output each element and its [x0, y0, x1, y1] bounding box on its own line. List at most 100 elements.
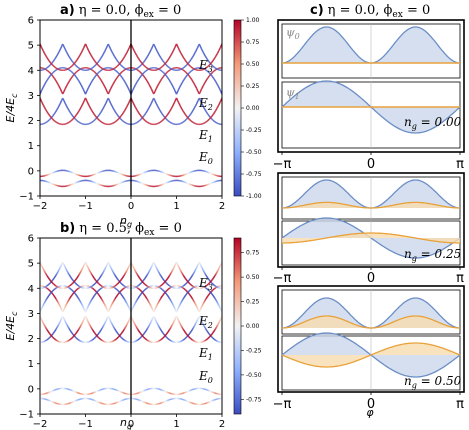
phi-tick-label: 0 [367, 271, 375, 286]
energy-level-curve [40, 67, 222, 95]
y-tick-label: −1 [19, 192, 34, 203]
colorbar-tick-label: 0.50 [246, 274, 260, 281]
y-tick-label: 4 [28, 66, 34, 77]
colorbar-tick-label: -0.25 [246, 127, 262, 134]
x-tick-label: 0 [128, 419, 134, 430]
panel-b-ylabel: E/4Ec [4, 311, 19, 341]
energy-level-curve [40, 261, 222, 290]
psi0-imag-ng025-line [282, 201, 460, 209]
phi-tick-label: π [456, 157, 464, 172]
ng-label-025: ng = 0.25 [404, 247, 461, 263]
colorbar-tick-label: -1.00 [246, 193, 262, 200]
panel-a-colorbar-ticks: 1.00 0.75 0.50 0.25 0.00 -0.25 -0.50 -0.75 -1.00 [241, 17, 262, 200]
y-tick-label: 3 [28, 309, 34, 320]
panel-a-label-E3: E3 [198, 58, 213, 74]
psi0-imag-ng050-area [282, 316, 460, 328]
panel-b-label-E3: E3 [198, 276, 213, 292]
energy-level-curve [40, 169, 222, 178]
colorbar-tick-label: 0.75 [246, 39, 260, 46]
y-tick-label: 2 [28, 334, 34, 345]
colorbar-tick-label: 0.75 [246, 250, 260, 257]
panel-a-letter: a) [60, 3, 75, 18]
panel-b-title: b) η = 0.5, ϕex = 0 [60, 221, 182, 238]
psi0-imag-ng050-line [282, 315, 460, 329]
y-tick-label: 1 [28, 141, 34, 152]
energy-level-curve [40, 387, 222, 396]
energy-level-curve [40, 67, 222, 95]
ng-label-0: ng = 0.00 [404, 115, 462, 131]
phi-tick-label: −π [273, 271, 292, 286]
y-tick-label: −1 [19, 410, 34, 421]
panel-c-phi-ticks: −π 0 π −π 0 π −π 0 π [273, 152, 464, 412]
psi0-real-ng025-area [282, 180, 460, 208]
panel-c-xlabel: φ [366, 406, 374, 419]
panel-a-label-E1: E1 [198, 128, 213, 144]
colorbar-tick-label: 0.50 [246, 61, 260, 68]
psi0-imag-ng025-area [282, 202, 460, 208]
y-tick-label: 1 [28, 359, 34, 370]
phi-tick-label: 0 [367, 157, 375, 172]
x-tick-label: −2 [33, 419, 48, 430]
y-tick-label: 4 [28, 284, 34, 295]
panel-a-label-E2: E2 [198, 96, 213, 112]
y-tick-label: 6 [28, 16, 34, 27]
x-tick-label: 1 [173, 419, 179, 430]
x-tick-label: −2 [33, 201, 48, 212]
panel-a-xlabel: ng [120, 214, 132, 229]
panel-b-colorbar [233, 237, 242, 415]
y-tick-label: 5 [28, 259, 34, 270]
phi-tick-label: −π [273, 397, 292, 412]
colorbar-tick-label: 0.00 [246, 105, 260, 112]
x-tick-label: 2 [219, 201, 225, 212]
energy-level-curve [40, 179, 222, 188]
panel-a-colorbar [233, 19, 242, 197]
psi0-real-ng0-area [282, 27, 460, 63]
energy-level-curve [40, 43, 222, 72]
x-tick-label: −1 [78, 201, 93, 212]
phi-tick-label: π [456, 397, 464, 412]
panel-b-label-E0: E0 [198, 369, 213, 385]
y-tick-label: 5 [28, 41, 34, 52]
colorbar-tick-label: -0.25 [246, 347, 262, 354]
phi-tick-label: π [456, 271, 464, 286]
psi1-imag-ng025-line [282, 232, 460, 244]
x-tick-label: −1 [78, 419, 93, 430]
energy-level-curve [40, 97, 222, 126]
panel-c: c) η = 0.0, ϕex = 0 ψ0 ψ1 ng = 0.00 ng = … [273, 3, 465, 419]
x-tick-label: 0 [128, 201, 134, 212]
psi1-imag-ng050-line [281, 342, 461, 368]
colorbar-tick-label: 0.25 [246, 299, 260, 306]
panel-c-wavefunctions [281, 23, 461, 391]
ng-label-050: ng = 0.50 [404, 374, 462, 390]
x-tick-label: 1 [173, 201, 179, 212]
colorbar-tick-label: 0.25 [246, 83, 260, 90]
y-tick-label: 3 [28, 91, 34, 102]
y-tick-label: 0 [28, 384, 34, 395]
colorbar-tick-label: 1.00 [246, 17, 260, 24]
psi0-label: ψ0 [286, 26, 300, 41]
panel-a-label-E0: E0 [198, 150, 213, 166]
panel-b-colorbar-ticks: 0.75 0.50 0.25 0.00 -0.25 -0.50 -0.75 [241, 250, 262, 403]
y-tick-label: 6 [28, 234, 34, 245]
energy-level-curve [40, 397, 222, 406]
panel-b-label-E1: E1 [198, 346, 213, 362]
colorbar-tick-label: -0.75 [246, 396, 262, 403]
panel-b-label-E2: E2 [198, 314, 213, 330]
panel-c-title: c) η = 0.0, ϕex = 0 [310, 3, 430, 20]
colorbar-tick-label: -0.75 [246, 171, 262, 178]
phi-tick-label: 0 [367, 397, 375, 412]
panel-b-xlabel: ng [120, 416, 132, 430]
phi-tick-label: −π [273, 157, 292, 172]
y-tick-label: 0 [28, 166, 34, 177]
colorbar-tick-label: 0.00 [246, 323, 260, 330]
y-tick-label: 2 [28, 116, 34, 127]
colorbar-tick-label: -0.50 [246, 372, 262, 379]
colorbar-tick-label: -0.50 [246, 149, 262, 156]
x-tick-label: 2 [219, 419, 225, 430]
psi1-label: ψ1 [286, 86, 300, 101]
